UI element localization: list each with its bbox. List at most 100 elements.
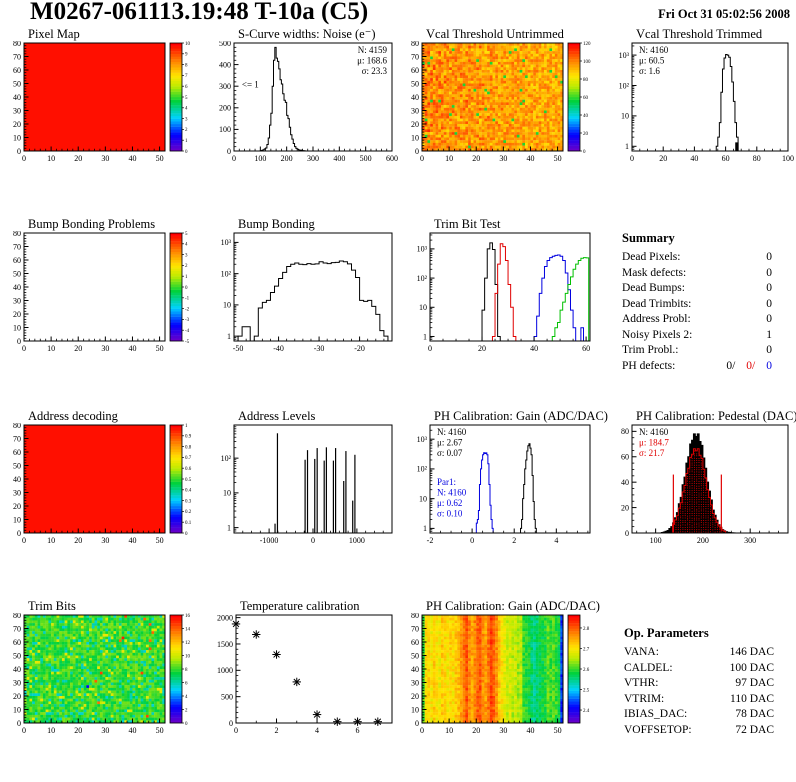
- svg-text:10²: 10²: [619, 81, 630, 90]
- svg-text:10: 10: [47, 154, 55, 163]
- svg-text:5: 5: [185, 232, 188, 237]
- svg-text:0: 0: [415, 147, 419, 156]
- ph-defect-value: 0/: [726, 359, 735, 375]
- text-row: Dead Pixels:0: [622, 250, 772, 266]
- svg-text:σ: 21.7: σ: 21.7: [639, 448, 665, 458]
- svg-text:80: 80: [753, 154, 761, 163]
- svg-text:50: 50: [13, 461, 21, 470]
- svg-text:2: 2: [185, 128, 188, 133]
- row-label: PH defects:: [622, 359, 675, 375]
- svg-text:20: 20: [478, 344, 486, 353]
- svg-text:60: 60: [621, 453, 629, 462]
- svg-text:0.7: 0.7: [185, 456, 192, 461]
- svg-text:0.9: 0.9: [185, 435, 192, 440]
- ph-defect-value: 0: [766, 359, 772, 375]
- svg-text:1: 1: [185, 275, 188, 280]
- svg-text:200: 200: [281, 154, 293, 163]
- panel-title: Pixel Map: [28, 28, 199, 41]
- svg-text:-30: -30: [314, 344, 325, 353]
- svg-text:20: 20: [74, 344, 82, 353]
- svg-text:500: 500: [219, 41, 231, 48]
- svg-text:60: 60: [13, 256, 21, 265]
- ph-defects-values: 0/0/0: [726, 359, 772, 375]
- svg-text:100: 100: [650, 536, 662, 545]
- text-row: CALDEL:100 DAC: [624, 661, 774, 677]
- svg-text:1: 1: [625, 142, 629, 151]
- svg-text:70: 70: [13, 242, 21, 251]
- svg-text:0.2: 0.2: [185, 510, 192, 515]
- svg-text:50: 50: [156, 536, 164, 545]
- ph-defects-row: PH defects: 0/0/0: [622, 359, 772, 375]
- svg-text:20: 20: [411, 120, 419, 129]
- svg-text:1000: 1000: [349, 536, 365, 545]
- panel-title: Vcal Threshold Trimmed: [636, 28, 794, 41]
- svg-text:10: 10: [13, 515, 21, 524]
- op-parameters-heading: Op. Parameters: [624, 626, 774, 641]
- row-value: 0: [766, 297, 772, 313]
- svg-text:3: 3: [185, 253, 188, 258]
- svg-text:10³: 10³: [417, 245, 428, 254]
- svg-text:50: 50: [554, 154, 562, 163]
- svg-text:-1000: -1000: [260, 536, 279, 545]
- row-label: IBIAS_DAC:: [624, 707, 687, 723]
- svg-text:20: 20: [13, 502, 21, 511]
- row-value: 146 DAC: [730, 645, 774, 661]
- svg-text:80: 80: [411, 41, 419, 48]
- row-label: VANA:: [624, 645, 659, 661]
- panel-title: PH Calibration: Pedestal (DAC): [636, 410, 794, 423]
- svg-text:20: 20: [13, 310, 21, 319]
- svg-text:50: 50: [13, 269, 21, 278]
- svg-text:200: 200: [219, 104, 231, 113]
- svg-text:20: 20: [472, 154, 480, 163]
- svg-text:10: 10: [419, 494, 427, 503]
- svg-text:0: 0: [311, 536, 315, 545]
- svg-text:0: 0: [22, 344, 26, 353]
- svg-text:40: 40: [526, 154, 534, 163]
- date-stamp: Fri Oct 31 05:02:56 2008: [658, 7, 790, 22]
- row-value: 0: [766, 312, 772, 328]
- svg-text:20: 20: [13, 120, 21, 129]
- svg-text:40: 40: [128, 536, 136, 545]
- svg-text:0: 0: [17, 337, 21, 346]
- svg-text:μ: 0.62: μ: 0.62: [437, 498, 462, 508]
- svg-text:4: 4: [185, 107, 188, 112]
- svg-text:N: 4160: N: 4160: [437, 488, 467, 498]
- svg-text:20: 20: [659, 154, 667, 163]
- svg-text:40: 40: [583, 114, 589, 119]
- row-value: 0: [766, 250, 772, 266]
- svg-text:300: 300: [744, 536, 756, 545]
- text-row: VTHR:97 DAC: [624, 676, 774, 692]
- row-value: 0: [766, 281, 772, 297]
- svg-text:μ: 168.6: μ: 168.6: [357, 56, 387, 66]
- svg-text:0: 0: [185, 286, 188, 291]
- svg-text:0.5: 0.5: [185, 478, 192, 483]
- row-value: 78 DAC: [735, 707, 774, 723]
- svg-text:100: 100: [219, 125, 231, 134]
- svg-text:40: 40: [13, 283, 21, 292]
- svg-text:3: 3: [185, 117, 188, 122]
- svg-text:80: 80: [13, 41, 21, 48]
- svg-text:0: 0: [428, 344, 432, 353]
- svg-text:μ: 60.5: μ: 60.5: [639, 56, 665, 66]
- svg-text:-50: -50: [233, 344, 244, 353]
- svg-text:80: 80: [13, 423, 21, 430]
- row-value: 1: [766, 328, 772, 344]
- svg-text:100: 100: [583, 60, 591, 65]
- svg-text:0: 0: [22, 536, 26, 545]
- page-title: M0267-061113.19:48 T-10a (C5): [30, 0, 368, 26]
- svg-text:0.4: 0.4: [185, 489, 192, 494]
- svg-text:0: 0: [185, 150, 188, 155]
- svg-text:0: 0: [420, 154, 424, 163]
- svg-text:10²: 10²: [221, 269, 232, 278]
- svg-text:300: 300: [307, 154, 319, 163]
- panel-title: Address Levels: [238, 410, 399, 423]
